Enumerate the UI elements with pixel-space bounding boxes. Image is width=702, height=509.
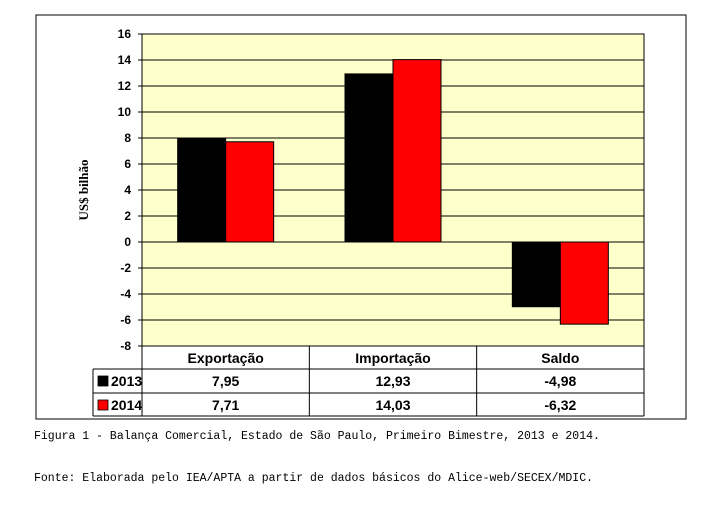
y-tick-label: 10 — [118, 105, 132, 119]
y-tick-label: -4 — [120, 287, 131, 301]
y-tick-label: 14 — [118, 53, 132, 67]
data-label: 12,93 — [375, 373, 410, 389]
data-label: 7,71 — [212, 397, 239, 413]
bar-2014-2 — [559, 241, 609, 325]
data-label: -4,98 — [544, 373, 576, 389]
category-label: Exportação — [188, 350, 264, 366]
y-tick-label: 0 — [124, 235, 131, 249]
category-label: Importação — [355, 350, 430, 366]
y-axis-label: US$ bilhão — [76, 159, 91, 220]
bar-2013-2 — [511, 241, 561, 308]
data-label: 14,03 — [375, 397, 410, 413]
bar-2014-0 — [225, 141, 275, 243]
y-tick-label: 16 — [118, 27, 132, 41]
y-tick-label: 8 — [124, 131, 131, 145]
y-tick-label: -6 — [120, 313, 131, 327]
bar-2014-1 — [392, 59, 442, 243]
y-tick-label: -2 — [120, 261, 131, 275]
y-tick-label: -8 — [120, 339, 131, 353]
bar-2013-1 — [344, 73, 394, 243]
y-tick-label: 2 — [124, 209, 131, 223]
y-tick-label: 6 — [124, 157, 131, 171]
chart: -8 -6 -4 -2 0 2 4 6 8 10 12 14 16 Exportação Importaç… — [35, 14, 687, 420]
legend-label-2014: 2014 — [111, 397, 142, 413]
data-label: 7,95 — [212, 373, 239, 389]
y-tick-label: 4 — [124, 183, 131, 197]
category-label: Saldo — [541, 350, 579, 366]
legend-swatch-2013 — [97, 375, 109, 387]
figure-source: Fonte: Elaborada pelo IEA/APTA a partir … — [34, 472, 593, 485]
legend-swatch-2014 — [97, 399, 109, 411]
data-label: -6,32 — [544, 397, 576, 413]
legend-label-2013: 2013 — [111, 373, 142, 389]
y-tick-label: 12 — [118, 79, 132, 93]
bar-2013-0 — [177, 138, 227, 243]
figure-caption: Figura 1 - Balança Comercial, Estado de … — [34, 430, 600, 443]
